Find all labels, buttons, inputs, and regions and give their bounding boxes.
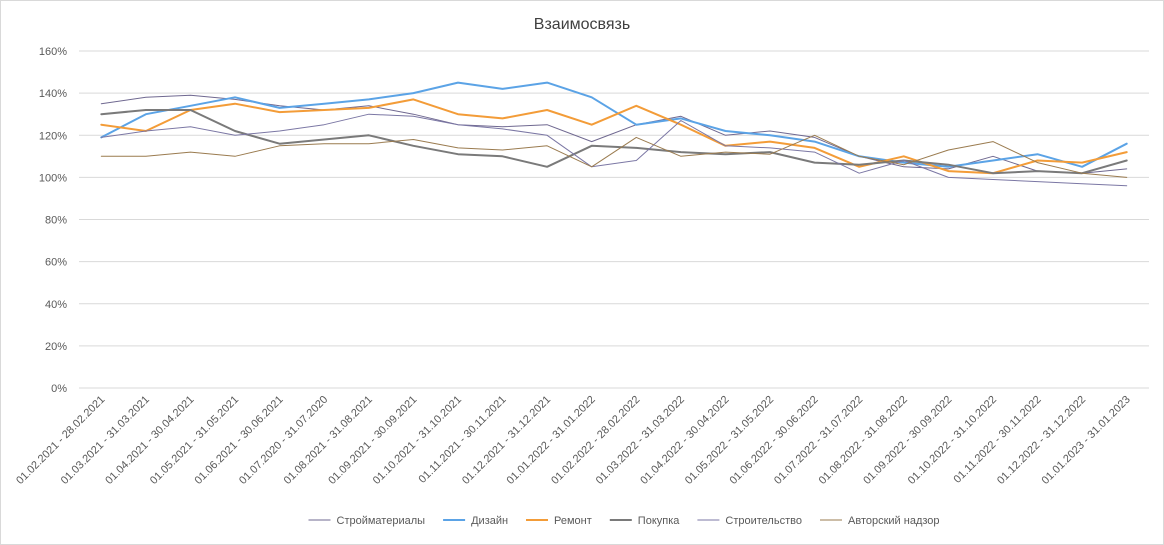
x-tick-label: 01.10.2022 - 31.10.2022 [906,394,999,487]
legend-item: Авторский надзор [820,515,940,527]
x-tick-label: 01.05.2022 - 31.05.2022 [683,394,776,487]
x-tick-label: 01.09.2021 - 30.09.2021 [326,394,419,487]
x-tick-label: 01.06.2022 - 30.06.2022 [727,394,820,487]
y-tick-label: 160% [39,46,67,58]
series-line [100,81,1128,168]
x-tick-label: 01.03.2021 - 31.03.2021 [59,394,152,487]
x-tick-label: 01.08.2022 - 31.08.2022 [817,394,910,487]
x-tick-label: 01.04.2021 - 30.04.2021 [103,394,196,487]
x-tick-label: 01.11.2021 - 30.11.2021 [417,394,509,486]
legend-item: Строительство [697,515,802,527]
legend-label: Стройматериалы [337,515,426,527]
x-tick-label: 01.06.2021 - 30.06.2021 [192,394,285,487]
legend-item: Стройматериалы [308,515,426,527]
x-tick-label: 01.11.2022 - 30.11.2022 [952,394,1044,486]
y-tick-label: 100% [39,172,67,184]
x-tick-label: 01.07.2022 - 31.07.2022 [772,394,865,487]
y-tick-label: 140% [39,88,67,100]
legend-item: Покупка [609,515,680,527]
x-tick-label: 01.10.2021 - 31.10.2021 [371,394,464,487]
legend-item: Ремонт [526,515,592,527]
y-tick-label: 120% [39,130,67,142]
x-tick-label: 01.09.2022 - 30.09.2022 [861,394,954,487]
y-axis-ticks: 0% 20% 40% 60% 80% 100% 120% 140% 160% [39,46,67,395]
x-tick-label: 01.07.2020 - 31.07.2020 [237,394,330,487]
x-tick-label: 01.01.2022 - 31.01.2022 [505,394,598,487]
x-tick-label: 01.03.2022 - 31.03.2022 [594,394,687,487]
x-tick-label: 01.12.2021 - 31.12.2021 [460,394,553,487]
legend-label: Дизайн [471,515,508,527]
y-tick-label: 80% [45,215,67,227]
series-line [100,113,1128,187]
gridlines [79,50,1149,389]
legend-label: Авторский надзор [848,515,940,527]
legend-label: Покупка [638,515,680,527]
series-line [100,109,1128,175]
legend-item: Дизайн [443,515,508,527]
legend-label: Строительство [725,515,802,527]
x-tick-label: 01.04.2022 - 30.04.2022 [638,394,731,487]
chart-title: Взаимосвязь [534,16,630,33]
x-tick-label: 01.02.2022 - 28.02.2022 [549,394,642,487]
y-tick-label: 60% [45,257,67,269]
legend-label: Ремонт [554,515,592,527]
x-tick-label: 01.12.2022 - 31.12.2022 [995,394,1088,487]
x-tick-label: 01.02.2021 - 28.02.2021 [14,394,107,487]
series-line [100,98,1128,175]
series-line [100,134,1128,178]
series-lines [100,81,1128,187]
legend: Стройматериалы Дизайн Ремонт Покупка Строите… [308,515,940,527]
y-tick-label: 0% [51,383,67,395]
x-tick-label: 01.08.2021 - 31.08.2021 [282,394,375,487]
y-tick-label: 20% [45,341,67,353]
x-tick-label: 01.05.2021 - 31.05.2021 [148,394,241,487]
y-tick-label: 40% [45,299,67,311]
x-tick-label: 01.01.2023 - 31.01.2023 [1040,394,1133,487]
